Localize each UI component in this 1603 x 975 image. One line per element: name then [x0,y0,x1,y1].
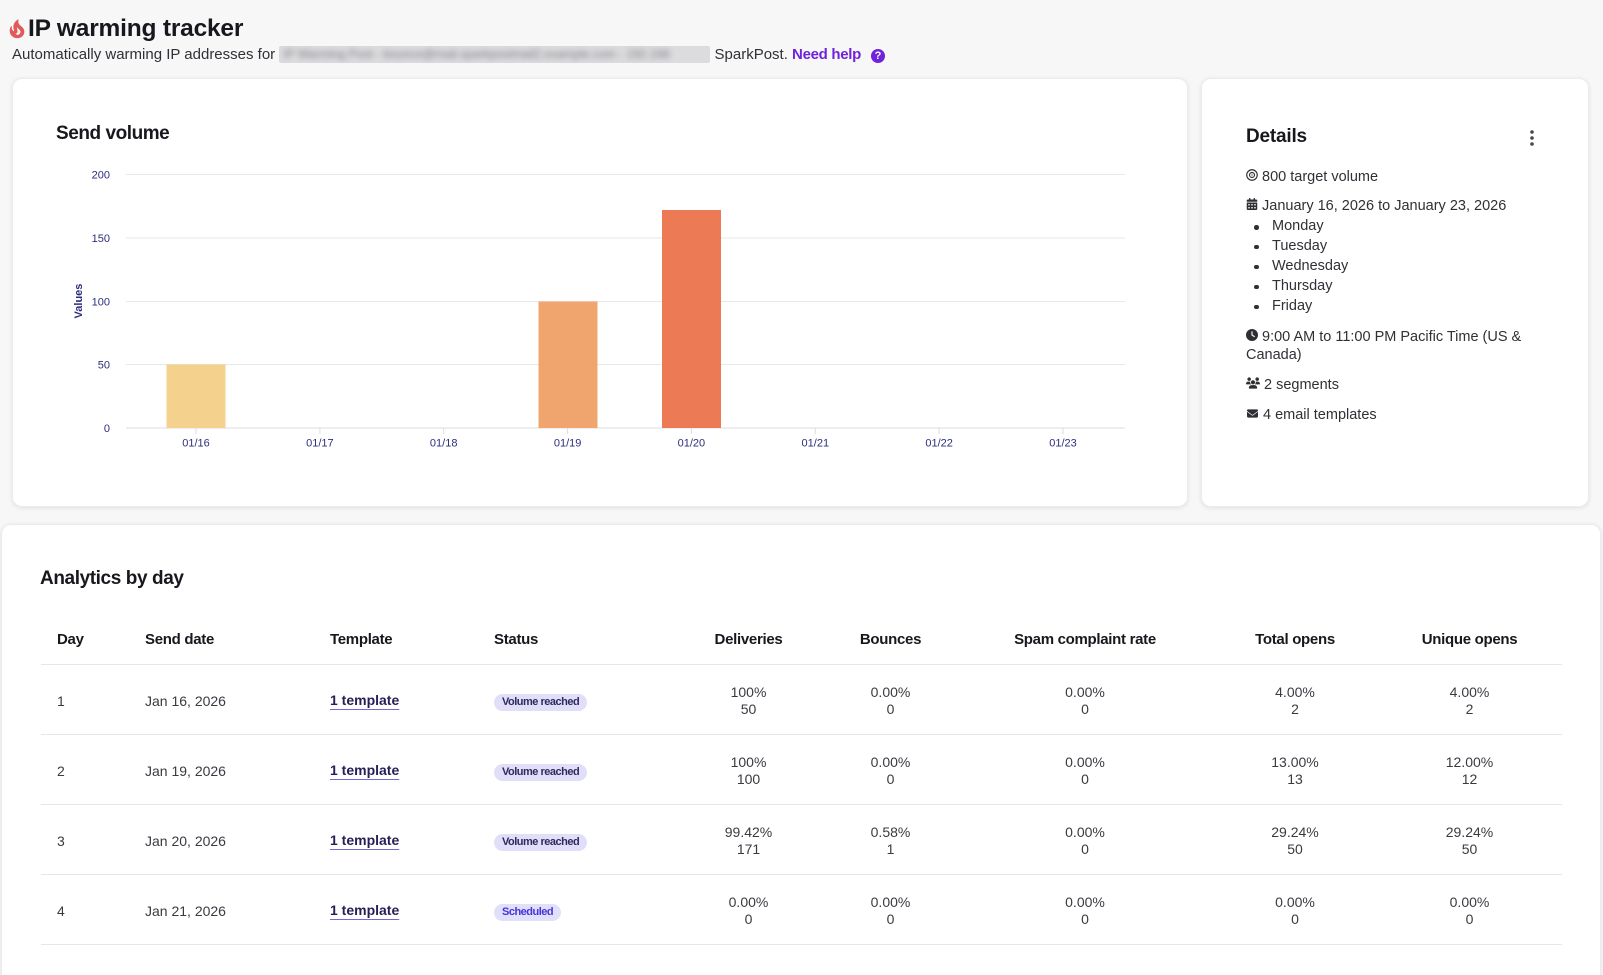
svg-text:01/19: 01/19 [554,438,582,450]
svg-text:100: 100 [92,297,110,309]
svg-text:01/23: 01/23 [1049,438,1077,450]
svg-text:01/17: 01/17 [306,438,334,450]
svg-text:01/20: 01/20 [678,438,706,450]
svg-text:Values: Values [73,284,85,319]
svg-text:01/16: 01/16 [182,438,210,450]
svg-text:200: 200 [92,170,110,182]
svg-text:01/18: 01/18 [430,438,458,450]
svg-text:01/22: 01/22 [925,438,953,450]
svg-text:50: 50 [98,360,110,372]
svg-text:150: 150 [92,233,110,245]
svg-text:0: 0 [104,423,110,435]
svg-text:01/21: 01/21 [802,438,830,450]
